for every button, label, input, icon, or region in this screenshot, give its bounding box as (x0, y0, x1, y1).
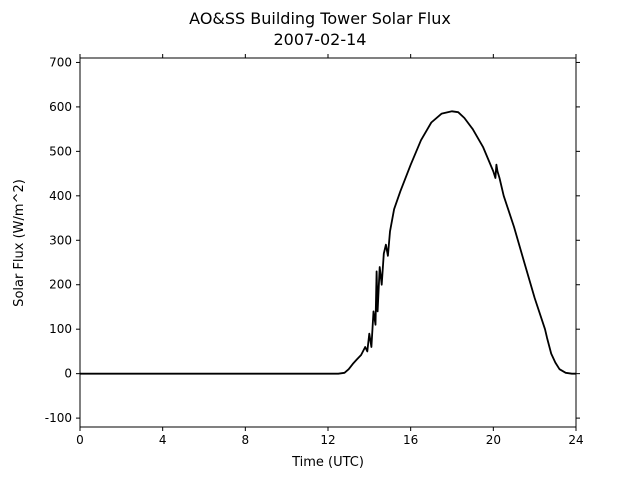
x-tick-label: 20 (486, 433, 501, 447)
y-tick-label: 300 (49, 233, 72, 247)
y-tick-label: 500 (49, 144, 72, 158)
y-tick-label: 100 (49, 322, 72, 336)
x-tick-label: 4 (159, 433, 167, 447)
y-tick-label: 0 (64, 367, 72, 381)
y-tick-label: 400 (49, 189, 72, 203)
y-tick-label: 200 (49, 278, 72, 292)
y-tick-label: 700 (49, 55, 72, 69)
x-tick-label: 8 (242, 433, 250, 447)
y-tick-label: 600 (49, 100, 72, 114)
chart-subtitle: 2007-02-14 (274, 30, 367, 49)
plot-frame (79, 57, 577, 428)
series-line-0 (80, 110, 576, 375)
x-tick-label: 0 (76, 433, 84, 447)
y-axis-label: Solar Flux (W/m^2) (12, 179, 27, 307)
plot-layer: 0 4 8 12 16 20 24 -100 0 100 200 300 400 500 600 700 (45, 54, 584, 447)
y-tick-label: -100 (45, 411, 72, 425)
x-tick-label: 24 (568, 433, 583, 447)
x-axis-label: Time (UTC) (291, 455, 364, 470)
x-tick-label: 16 (403, 433, 418, 447)
x-tick-label: 12 (320, 433, 335, 447)
chart-title: AO&SS Building Tower Solar Flux (189, 9, 451, 28)
